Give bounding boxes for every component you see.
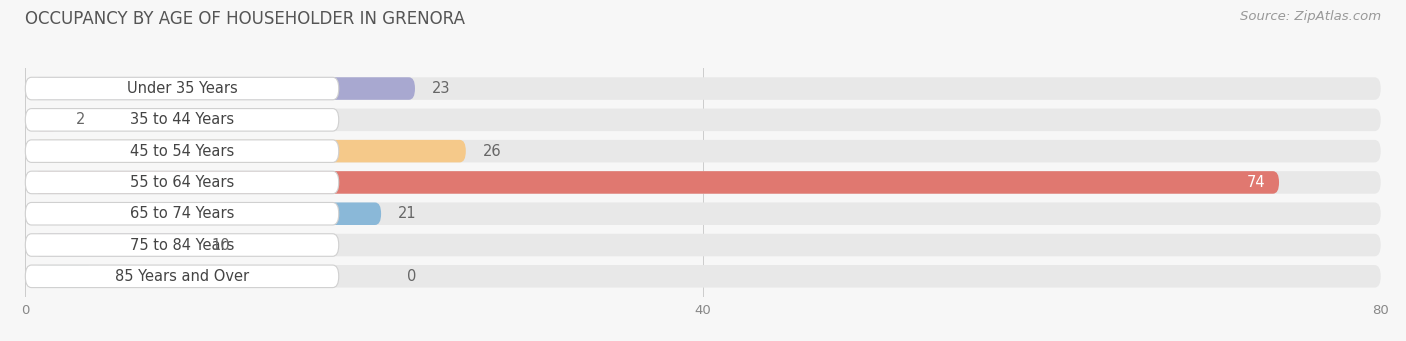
Text: 75 to 84 Years: 75 to 84 Years — [129, 238, 235, 253]
Text: 65 to 74 Years: 65 to 74 Years — [129, 206, 235, 221]
Text: 0: 0 — [406, 269, 416, 284]
Text: 45 to 54 Years: 45 to 54 Years — [129, 144, 235, 159]
Text: OCCUPANCY BY AGE OF HOUSEHOLDER IN GRENORA: OCCUPANCY BY AGE OF HOUSEHOLDER IN GRENO… — [25, 10, 465, 28]
Text: Under 35 Years: Under 35 Years — [127, 81, 238, 96]
Text: Source: ZipAtlas.com: Source: ZipAtlas.com — [1240, 10, 1381, 23]
FancyBboxPatch shape — [25, 265, 339, 287]
FancyBboxPatch shape — [34, 140, 465, 162]
Text: 26: 26 — [482, 144, 502, 159]
FancyBboxPatch shape — [34, 77, 415, 100]
FancyBboxPatch shape — [25, 234, 339, 256]
FancyBboxPatch shape — [25, 203, 339, 225]
Text: 85 Years and Over: 85 Years and Over — [115, 269, 249, 284]
FancyBboxPatch shape — [25, 171, 339, 194]
Text: 10: 10 — [212, 238, 231, 253]
FancyBboxPatch shape — [34, 203, 1381, 225]
FancyBboxPatch shape — [34, 234, 1381, 256]
Text: 35 to 44 Years: 35 to 44 Years — [129, 112, 233, 127]
Text: 2: 2 — [76, 112, 86, 127]
FancyBboxPatch shape — [34, 108, 1381, 131]
FancyBboxPatch shape — [25, 108, 339, 131]
Text: 21: 21 — [398, 206, 416, 221]
FancyBboxPatch shape — [25, 77, 339, 100]
FancyBboxPatch shape — [34, 171, 1279, 194]
Text: 74: 74 — [1247, 175, 1265, 190]
FancyBboxPatch shape — [34, 203, 381, 225]
FancyBboxPatch shape — [34, 77, 1381, 100]
FancyBboxPatch shape — [25, 140, 339, 162]
FancyBboxPatch shape — [34, 140, 1381, 162]
FancyBboxPatch shape — [34, 108, 59, 131]
FancyBboxPatch shape — [34, 265, 93, 287]
FancyBboxPatch shape — [34, 234, 194, 256]
Text: 55 to 64 Years: 55 to 64 Years — [129, 175, 235, 190]
FancyBboxPatch shape — [34, 265, 1381, 287]
FancyBboxPatch shape — [34, 171, 1381, 194]
Text: 23: 23 — [432, 81, 450, 96]
